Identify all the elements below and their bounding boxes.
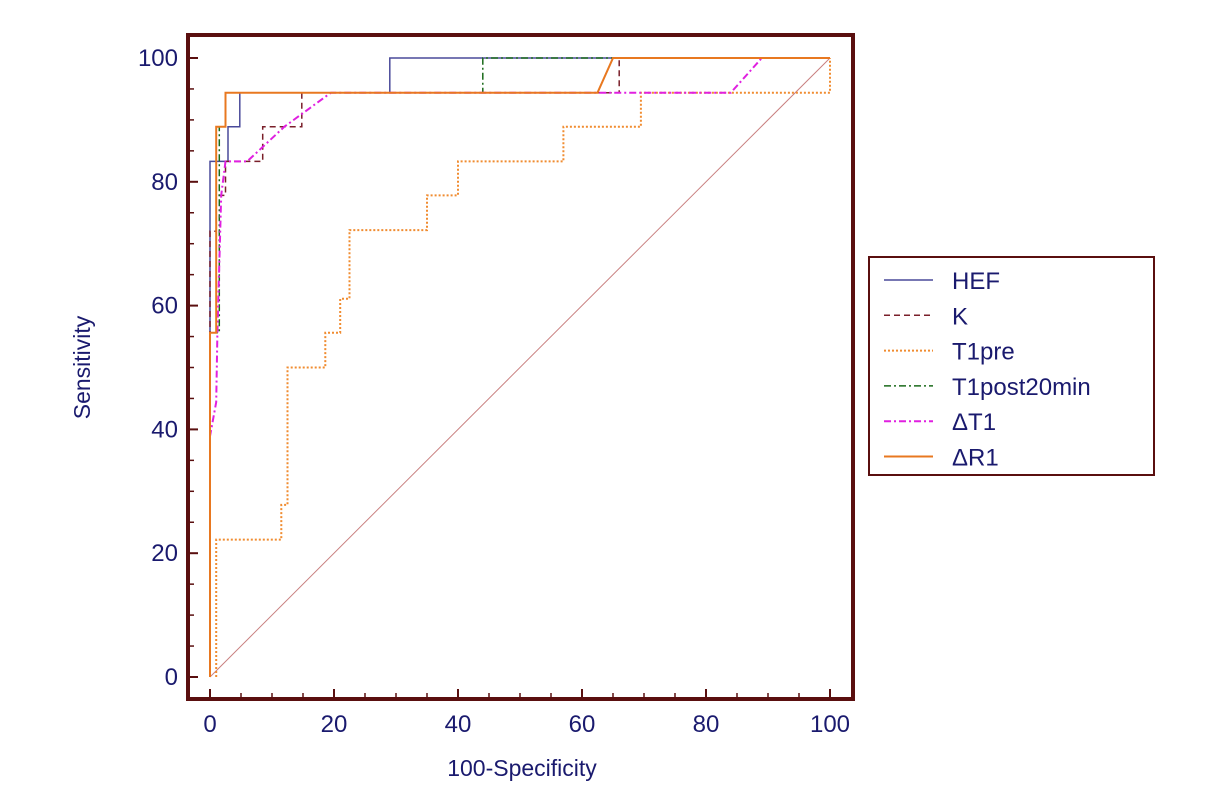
y-tick-label: 60 (151, 293, 178, 320)
y-tick-label: 100 (138, 45, 178, 72)
y-axis-title: Sensitivity (69, 315, 95, 419)
y-axis: 0 20 40 60 80 100 (138, 45, 198, 691)
legend: HEF K T1pre T1post20min ΔT1 ΔR1 (868, 256, 1155, 476)
x-tick-label: 20 (321, 711, 348, 738)
legend-label: K (952, 303, 968, 330)
x-axis-title: 100-Specificity (447, 755, 597, 781)
legend-label: HEF (952, 268, 1000, 295)
series-line-2 (215, 58, 831, 677)
reference-diagonal (209, 57, 831, 678)
plot-area (209, 57, 831, 678)
x-tick-label: 100 (810, 711, 850, 738)
legend-label: T1pre (952, 339, 1015, 366)
x-tick-label: 40 (445, 711, 472, 738)
series-line-5 (209, 57, 830, 677)
x-axis: 0 20 40 60 80 100 (203, 689, 850, 738)
series-layer (209, 57, 831, 677)
x-tick-label: 0 (203, 711, 216, 738)
x-tick-label: 80 (693, 711, 720, 738)
series-line-0 (209, 57, 830, 677)
legend-label: ΔR1 (952, 445, 999, 472)
y-tick-label: 0 (165, 664, 178, 691)
legend-label: T1post20min (952, 374, 1091, 401)
x-tick-label: 60 (569, 711, 596, 738)
y-tick-label: 40 (151, 416, 178, 443)
y-tick-label: 80 (151, 169, 178, 196)
legend-label: ΔT1 (952, 409, 996, 436)
legend-box (868, 256, 1155, 476)
y-tick-label: 20 (151, 540, 178, 567)
series-line-4 (209, 57, 830, 677)
